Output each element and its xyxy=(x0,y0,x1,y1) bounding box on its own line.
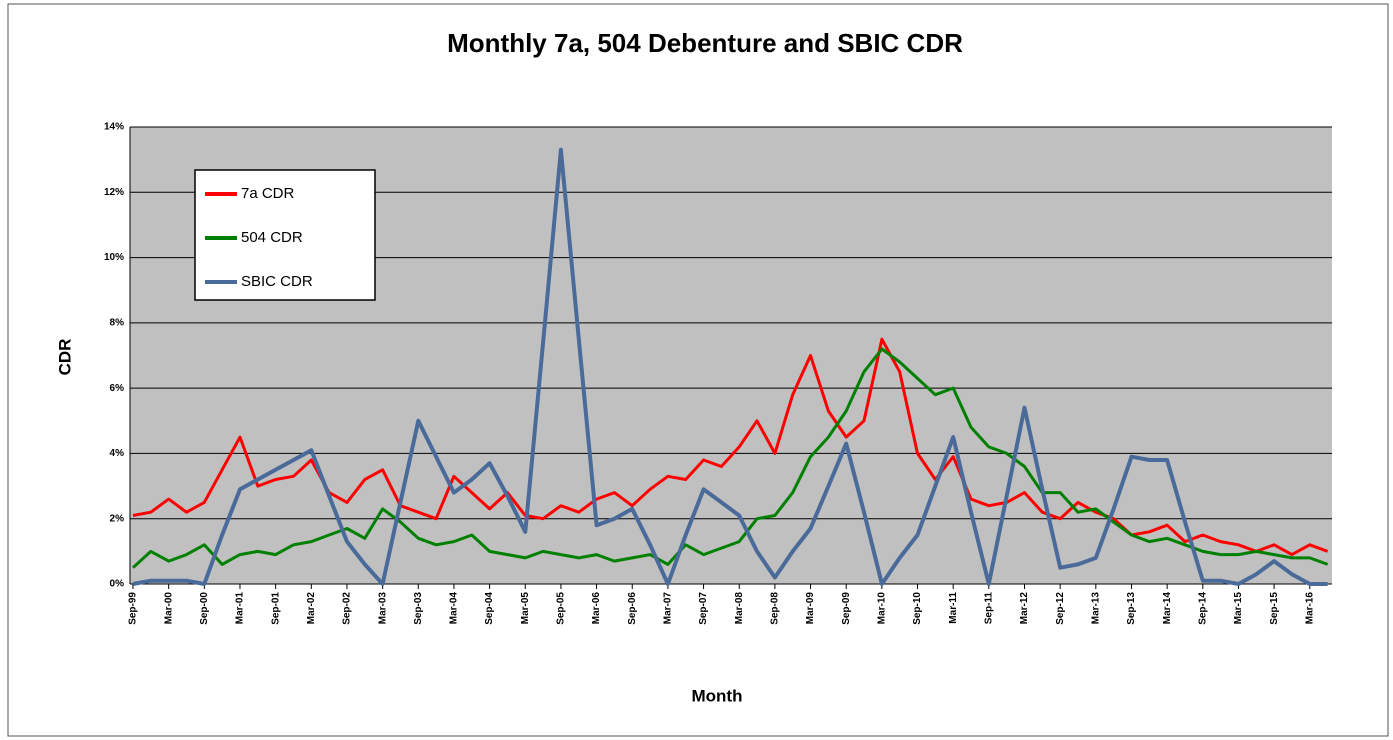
x-tick-label: Mar-06 xyxy=(591,592,602,625)
x-tick-label: Mar-14 xyxy=(1162,592,1173,625)
y-tick-label: 0% xyxy=(110,579,125,590)
x-tick-label: Mar-12 xyxy=(1019,592,1030,625)
x-tick-label: Sep-10 xyxy=(912,592,923,625)
x-tick-label: Sep-04 xyxy=(484,592,495,625)
x-tick-label: Mar-15 xyxy=(1233,592,1244,625)
x-axis-label: Month xyxy=(692,686,743,705)
x-tick-label: Mar-13 xyxy=(1090,592,1101,625)
y-tick-label: 2% xyxy=(110,513,125,524)
x-tick-label: Mar-10 xyxy=(877,592,888,625)
y-tick-label: 14% xyxy=(104,122,124,133)
x-tick-label: Sep-12 xyxy=(1055,592,1066,625)
x-tick-label: Sep-01 xyxy=(270,592,281,625)
x-tick-label: Sep-07 xyxy=(698,592,709,625)
legend-label: SBIC CDR xyxy=(241,273,313,290)
x-tick-label: Mar-16 xyxy=(1304,592,1315,625)
x-tick-label: Sep-06 xyxy=(627,592,638,625)
x-tick-label: Sep-13 xyxy=(1126,592,1137,625)
x-tick-label: Mar-01 xyxy=(235,592,246,625)
y-tick-label: 6% xyxy=(110,383,125,394)
x-tick-label: Sep-09 xyxy=(841,592,852,625)
x-tick-label: Mar-00 xyxy=(163,592,174,625)
x-tick-label: Mar-09 xyxy=(805,592,816,625)
x-tick-label: Mar-05 xyxy=(520,592,531,625)
y-tick-label: 4% xyxy=(110,448,125,459)
legend-label: 504 CDR xyxy=(241,229,303,246)
x-tick-label: Sep-11 xyxy=(983,592,994,625)
x-tick-label: Sep-03 xyxy=(413,592,424,625)
legend-box xyxy=(194,169,376,301)
x-tick-label: Sep-05 xyxy=(556,592,567,625)
chart-title: Monthly 7a, 504 Debenture and SBIC CDR xyxy=(447,28,963,58)
x-tick-label: Mar-03 xyxy=(377,592,388,625)
y-axis-label: CDR xyxy=(55,339,74,376)
x-tick-label: Sep-02 xyxy=(342,592,353,625)
x-tick-label: Mar-02 xyxy=(306,592,317,625)
x-tick-label: Sep-14 xyxy=(1197,592,1208,625)
x-tick-label: Sep-99 xyxy=(128,592,139,625)
x-tick-label: Sep-00 xyxy=(199,592,210,625)
x-tick-label: Sep-08 xyxy=(770,592,781,625)
x-tick-label: Mar-11 xyxy=(948,592,959,624)
y-tick-label: 12% xyxy=(104,187,124,198)
y-tick-label: 10% xyxy=(104,252,124,263)
series-line xyxy=(132,147,1328,586)
x-tick-label: Sep-15 xyxy=(1269,592,1280,625)
x-tick-label: Mar-08 xyxy=(734,592,745,625)
series-line xyxy=(131,347,1329,569)
x-tick-label: Mar-07 xyxy=(663,592,674,625)
legend-label: 7a CDR xyxy=(241,185,295,202)
x-tick-label: Mar-04 xyxy=(449,592,460,625)
y-tick-label: 8% xyxy=(110,317,125,328)
